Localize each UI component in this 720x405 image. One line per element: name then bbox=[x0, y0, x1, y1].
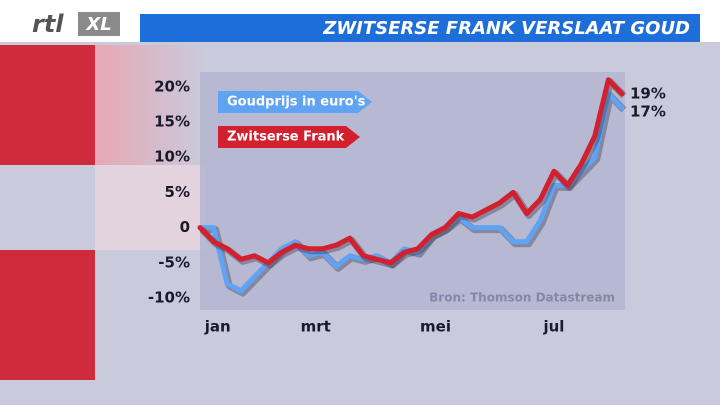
logo: rtl bbox=[32, 10, 64, 38]
legend-label: Goudprijs in euro's bbox=[227, 95, 366, 110]
y-tick-label: 15% bbox=[154, 112, 190, 130]
y-tick-label: 20% bbox=[154, 77, 190, 95]
y-tick-label: -5% bbox=[158, 253, 190, 271]
series-line bbox=[197, 77, 625, 266]
y-tick-label: 5% bbox=[165, 183, 190, 201]
end-label: 17% bbox=[630, 102, 666, 120]
y-tick-label: 0 bbox=[180, 218, 190, 236]
x-tick-label: jul bbox=[542, 318, 564, 336]
title-bar bbox=[140, 14, 700, 42]
x-tick-label: jan bbox=[204, 318, 231, 336]
logo-tag bbox=[78, 12, 120, 36]
chart-title: ZWITSERSE FRANK VERSLAAT GOUD bbox=[322, 18, 690, 39]
y-tick-label: -10% bbox=[148, 289, 190, 307]
deco-band bbox=[95, 165, 205, 250]
legend-tag bbox=[218, 126, 360, 148]
deco-block bbox=[0, 250, 95, 380]
end-label: 19% bbox=[630, 84, 666, 102]
x-tick-label: mrt bbox=[301, 318, 331, 336]
source: Bron: Thomson Datastream bbox=[429, 291, 615, 305]
legend-label: Zwitserse Frank bbox=[227, 130, 345, 145]
deco-block bbox=[0, 45, 95, 165]
x-tick-label: mei bbox=[420, 318, 451, 336]
logo-tag-text: XL bbox=[85, 14, 111, 35]
deco-fade bbox=[95, 45, 205, 165]
y-tick-label: 10% bbox=[154, 148, 190, 166]
legend-tag bbox=[218, 91, 372, 113]
